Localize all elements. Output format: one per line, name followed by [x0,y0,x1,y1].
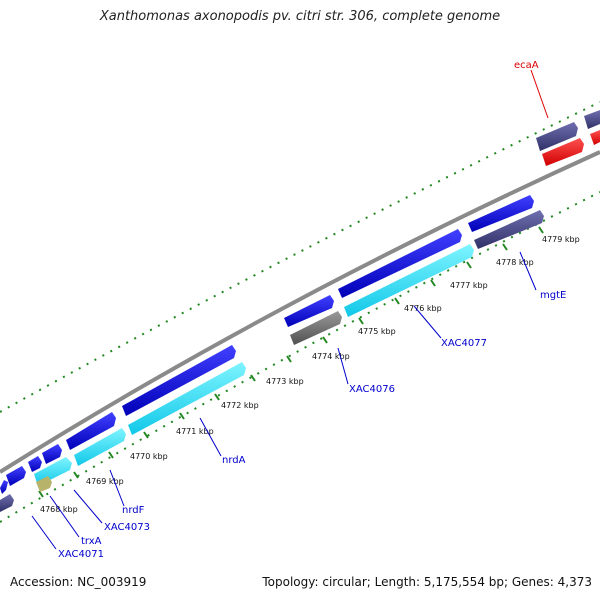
scale-label: 4771 kbp [176,427,214,436]
gene-arrow[interactable] [590,130,600,145]
gene-label-xac4071[interactable]: XAC4071 [58,549,104,560]
scale-label: 4773 kbp [266,377,304,386]
genome-summary-text: Topology: circular; Length: 5,175,554 bp… [262,575,592,589]
gene-arrow[interactable] [122,345,236,416]
top-right-genes [536,110,600,166]
scale-label: 4777 kbp [450,281,488,290]
gene-arrow[interactable] [42,444,62,464]
gene-arrow[interactable] [474,210,544,249]
forward-strand-genes [0,195,534,494]
gene-arrow[interactable] [0,480,8,494]
gene-arrow[interactable] [66,412,116,450]
gene-label-xac4073[interactable]: XAC4073 [104,522,150,533]
inner-tick-ring [0,191,600,523]
gene-arrow[interactable] [28,456,42,472]
scale-label: 4768 kbp [40,505,78,514]
map-title: Xanthomonas axonopodis pv. citri str. 30… [99,9,501,24]
gene-arrow[interactable] [74,428,126,466]
gene-arrow[interactable] [536,122,578,151]
scale-label: 4774 kbp [312,352,350,361]
scale-label: 4776 kbp [404,304,442,313]
gene-label-trxa[interactable]: trxA [81,536,102,547]
scale-label: 4779 kbp [542,235,580,244]
gene-label-ecaa[interactable]: ecaA [514,60,539,71]
gene-arrow[interactable] [542,138,584,166]
major-ticks [38,226,544,498]
gene-leader-lines [31,69,549,550]
gene-arrow[interactable] [344,244,474,317]
gene-label-xac4076[interactable]: XAC4076 [349,384,395,395]
accession-text: Accession: NC_003919 [10,575,147,589]
gene-arrow[interactable] [284,295,334,327]
scale-labels: 4768 kbp 4769 kbp 4770 kbp 4771 kbp 4772… [40,235,580,514]
scale-label: 4769 kbp [86,477,124,486]
genome-backbone [0,150,600,474]
gene-arrow[interactable] [584,110,600,129]
gene-labels: XAC4071 trxA XAC4073 nrdF nrdA XAC4076 X… [58,60,566,560]
gene-arrow[interactable] [128,362,246,435]
gene-arrow[interactable] [338,229,462,298]
scale-label: 4770 kbp [130,452,168,461]
gene-arrow[interactable] [468,195,534,232]
gene-label-nrda[interactable]: nrdA [222,455,246,466]
reverse-strand-genes [0,210,544,512]
gene-arrow[interactable] [6,466,26,486]
scale-label: 4775 kbp [358,327,396,336]
gene-arrow[interactable] [290,311,342,345]
gene-arrow[interactable] [0,494,14,512]
gene-label-xac4077[interactable]: XAC4077 [441,338,487,349]
gene-label-mgte[interactable]: mgtE [540,290,566,301]
scale-label: 4772 kbp [221,401,259,410]
gene-label-nrdf[interactable]: nrdF [122,505,145,516]
gene-arrow[interactable] [36,476,52,492]
outer-tick-ring [0,101,600,413]
scale-label: 4778 kbp [496,258,534,267]
